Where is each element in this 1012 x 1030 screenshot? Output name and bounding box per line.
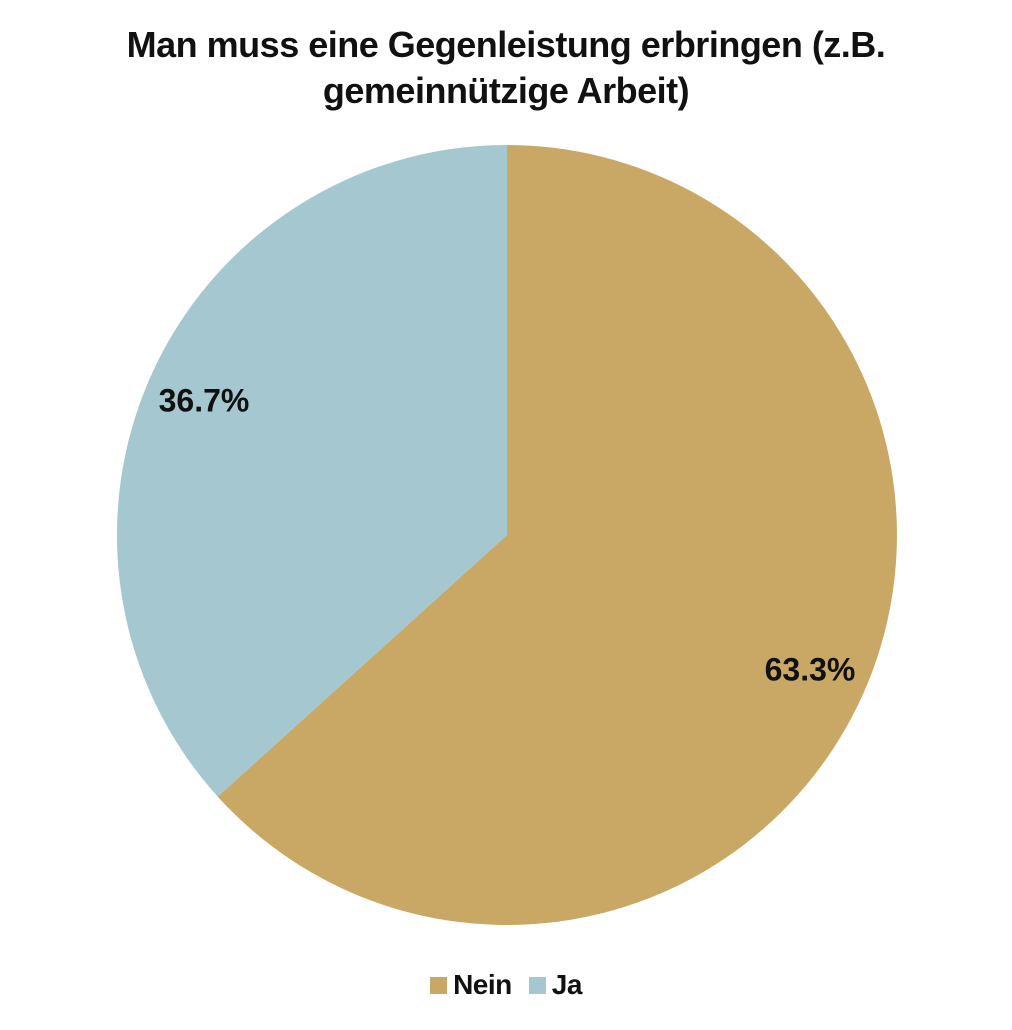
chart-title: Man muss eine Gegenleistung erbringen (z…	[126, 24, 886, 111]
pie-value-label-nein: 63.3%	[765, 652, 856, 688]
pie-slice-ja	[116, 145, 507, 797]
legend: Nein Ja	[0, 969, 1012, 1001]
legend-label-ja: Ja	[551, 969, 583, 1000]
legend-label-nein: Nein	[453, 969, 512, 1000]
pie-slice-nein	[217, 145, 897, 926]
legend-item-ja: Ja	[528, 969, 583, 1001]
legend-item-nein: Nein	[430, 969, 512, 1001]
pie: 63.3% 36.7%	[116, 145, 897, 926]
legend-swatch-ja	[528, 976, 546, 994]
pie-value-label-ja: 36.7%	[159, 383, 250, 419]
legend-swatch-nein	[430, 976, 448, 994]
